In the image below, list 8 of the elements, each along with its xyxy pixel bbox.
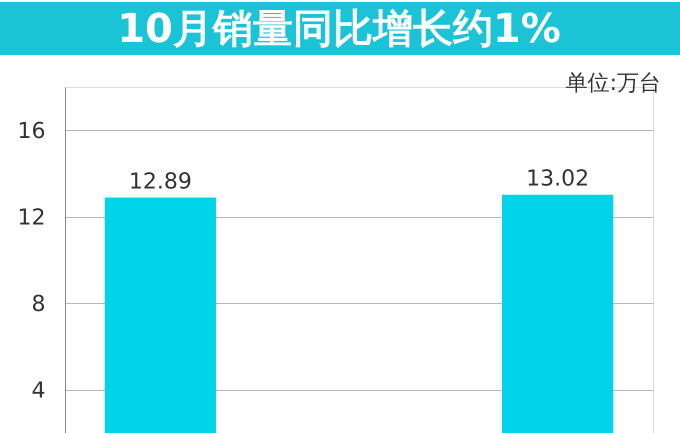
data-label: 13.02 (526, 166, 590, 192)
y-tick-label: 12 (18, 205, 46, 230)
data-label: 12.89 (128, 170, 192, 195)
y-tick-label: 16 (18, 118, 46, 144)
y-tick-label: 8 (32, 292, 46, 317)
y-tick-label: 4 (32, 378, 46, 404)
y-axis-title: 单位:万台 (566, 71, 661, 96)
chart-title: 10月销量同比增长约1% (117, 6, 561, 52)
